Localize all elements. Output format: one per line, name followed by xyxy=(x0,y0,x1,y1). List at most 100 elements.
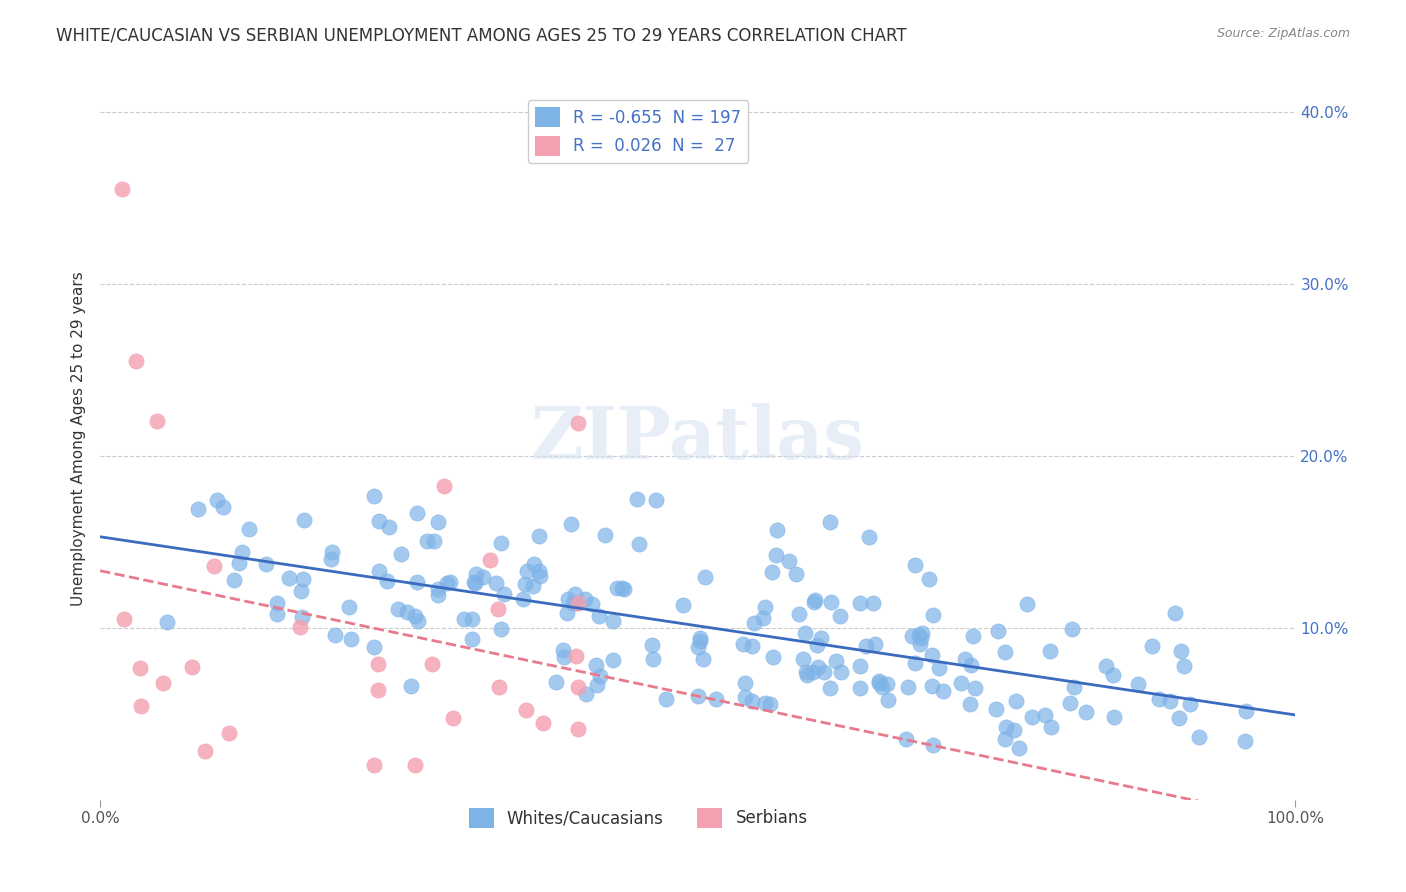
Point xyxy=(589,668,612,682)
Point xyxy=(921,739,943,753)
Point xyxy=(399,679,422,693)
Point xyxy=(754,600,776,615)
Point xyxy=(363,640,385,654)
Point xyxy=(464,567,486,582)
Point xyxy=(825,654,848,668)
Point xyxy=(759,697,782,711)
Point xyxy=(1180,697,1202,711)
Point xyxy=(733,637,755,651)
Point xyxy=(818,681,841,696)
Point xyxy=(486,602,509,616)
Point xyxy=(129,698,152,713)
Point xyxy=(606,582,628,596)
Point xyxy=(960,657,983,672)
Point xyxy=(593,528,616,542)
Point xyxy=(553,649,575,664)
Point xyxy=(1140,639,1163,653)
Point xyxy=(686,640,709,654)
Point xyxy=(546,675,568,690)
Point xyxy=(742,616,765,631)
Point xyxy=(406,614,429,628)
Point xyxy=(491,535,513,549)
Point xyxy=(395,605,418,619)
Point xyxy=(917,572,939,586)
Point xyxy=(1002,723,1025,737)
Point xyxy=(427,588,450,602)
Point xyxy=(761,566,783,580)
Point xyxy=(858,530,880,544)
Point xyxy=(911,626,934,640)
Point xyxy=(567,596,589,610)
Point xyxy=(794,625,817,640)
Point xyxy=(894,732,917,747)
Point xyxy=(778,554,800,568)
Point xyxy=(794,665,817,680)
Point xyxy=(464,575,486,590)
Point xyxy=(478,553,501,567)
Point xyxy=(187,502,209,516)
Point xyxy=(870,680,893,694)
Point xyxy=(1021,710,1043,724)
Point xyxy=(111,182,134,196)
Point xyxy=(741,694,763,708)
Point xyxy=(645,492,668,507)
Point xyxy=(734,675,756,690)
Point xyxy=(1159,694,1181,708)
Point xyxy=(695,570,717,584)
Point xyxy=(953,651,976,665)
Point xyxy=(897,680,920,694)
Point xyxy=(908,637,931,651)
Point xyxy=(1163,606,1185,620)
Point xyxy=(818,516,841,530)
Point xyxy=(461,632,484,647)
Point xyxy=(789,607,811,622)
Point xyxy=(387,602,409,616)
Point xyxy=(471,570,494,584)
Point xyxy=(863,637,886,651)
Text: Source: ZipAtlas.com: Source: ZipAtlas.com xyxy=(1216,27,1350,40)
Legend: Whites/Caucasians, Serbians: Whites/Caucasians, Serbians xyxy=(461,801,814,835)
Point xyxy=(363,489,385,503)
Point xyxy=(1188,730,1211,744)
Point xyxy=(921,648,943,662)
Point xyxy=(363,758,385,772)
Point xyxy=(564,587,586,601)
Point xyxy=(156,615,179,630)
Point xyxy=(1147,692,1170,706)
Point xyxy=(489,623,512,637)
Point xyxy=(813,665,835,680)
Point xyxy=(427,582,450,596)
Point xyxy=(689,634,711,648)
Point xyxy=(932,683,955,698)
Point xyxy=(194,744,217,758)
Point xyxy=(855,639,877,653)
Point xyxy=(565,595,588,609)
Point xyxy=(129,661,152,675)
Point xyxy=(288,620,311,634)
Point xyxy=(560,516,582,531)
Point xyxy=(278,571,301,585)
Point xyxy=(848,596,870,610)
Point xyxy=(406,574,429,589)
Point xyxy=(337,599,360,614)
Point xyxy=(627,537,650,551)
Point xyxy=(1234,704,1257,718)
Point xyxy=(643,652,665,666)
Point xyxy=(515,703,537,717)
Point xyxy=(922,607,945,622)
Point xyxy=(292,572,315,586)
Point xyxy=(531,716,554,731)
Point xyxy=(984,702,1007,716)
Point xyxy=(831,665,853,679)
Point xyxy=(1074,705,1097,719)
Point xyxy=(513,577,536,591)
Point xyxy=(689,631,711,645)
Point xyxy=(1128,677,1150,691)
Point xyxy=(1170,644,1192,658)
Point xyxy=(734,690,756,704)
Point xyxy=(1094,659,1116,673)
Point xyxy=(555,606,578,620)
Point xyxy=(987,624,1010,638)
Point xyxy=(291,609,314,624)
Point xyxy=(567,722,589,736)
